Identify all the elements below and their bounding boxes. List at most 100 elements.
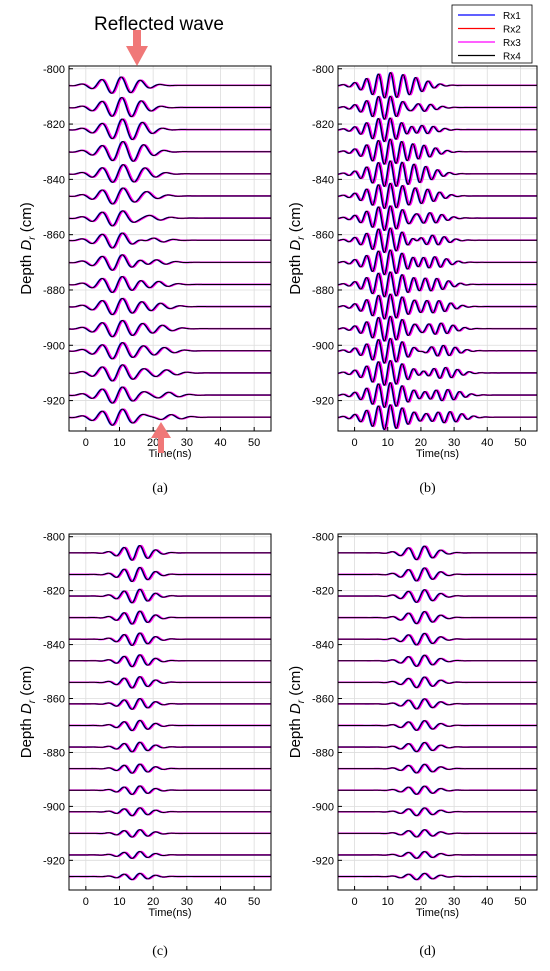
chart-panel-c: 0 10 20 30 40 50 -800 -820 -840 -860 -880 -900 -920 T… — [18, 532, 272, 959]
x-tick-label: 0 — [83, 437, 89, 449]
plot-area — [338, 534, 537, 890]
chart-panel-b: 0 10 20 30 40 50 -800 -820 -840 -860 -880 -900 -920 T… — [287, 64, 538, 496]
y-tick-label: -840 — [312, 174, 334, 186]
x-tick-label: 20 — [147, 896, 159, 908]
y-tick-label: -860 — [43, 230, 65, 242]
trace-line-rx4 — [338, 632, 537, 646]
trace-line-rx4 — [338, 545, 537, 561]
trace-line-rx4 — [69, 829, 271, 838]
legend-label: Rx4 — [503, 52, 521, 63]
x-tick-label: 0 — [352, 896, 358, 908]
x-tick-label: 10 — [113, 896, 125, 908]
trace-line-rx4 — [69, 164, 271, 183]
trace-line-rx4 — [338, 293, 537, 320]
ticks: 0 10 20 30 40 50 -800 -820 -840 -860 -880 -900 -920 — [43, 64, 260, 449]
y-tick-label: -840 — [312, 640, 334, 652]
trace-line-rx4 — [69, 632, 271, 646]
x-tick-label: 10 — [382, 437, 394, 449]
traces — [338, 545, 537, 881]
axes-frame — [337, 533, 538, 891]
trace-line-rx4 — [338, 872, 537, 881]
axes-frame — [68, 65, 272, 432]
y-tick-label: -920 — [43, 855, 65, 867]
trace-line-rx4 — [338, 404, 537, 431]
x-axis-label: Time(ns) — [149, 448, 192, 460]
x-axis-label: Time(ns) — [416, 907, 459, 919]
trace-line-rx4 — [69, 97, 271, 118]
y-tick-label: -900 — [43, 801, 65, 813]
trace-line-rx4 — [338, 249, 537, 276]
trace-line-rx4 — [338, 807, 537, 817]
trace-line-rx4 — [338, 359, 537, 386]
y-axis-label: Depth Dr (cm) — [18, 202, 38, 295]
trace-line-rx4 — [69, 785, 271, 795]
y-tick-label: -900 — [43, 340, 65, 352]
y-tick-label: -860 — [43, 694, 65, 706]
trace-line-rx4 — [338, 589, 537, 603]
annotation-label: Reflected wave — [94, 14, 224, 35]
trace-line-rx4 — [69, 297, 271, 316]
y-axis-label: Depth Dr (cm) — [287, 666, 307, 759]
trace-line-rx4 — [338, 742, 537, 753]
plot-area — [69, 66, 271, 431]
trace-line-rx4 — [69, 566, 271, 582]
chart-panel-d: 0 10 20 30 40 50 -800 -820 -840 -860 -880 -900 -920 T… — [287, 532, 538, 959]
trace-line-rx4 — [338, 382, 537, 409]
trace-line-rx4 — [338, 72, 537, 99]
x-tick-label: 20 — [147, 437, 159, 449]
trace-line-rx4 — [69, 210, 271, 227]
trace-line-rx4 — [69, 276, 271, 293]
trace-line-rx4 — [69, 719, 271, 732]
trace-line-rx4 — [69, 386, 271, 404]
panel-caption: (b) — [419, 481, 436, 496]
ticks: 0 10 20 30 40 50 -800 -820 -840 -860 -880 -900 -920 — [312, 64, 527, 449]
y-tick-label: -880 — [312, 285, 334, 297]
y-tick-label: -800 — [43, 64, 65, 76]
traces — [338, 71, 537, 431]
trace-line-rx4 — [69, 698, 271, 710]
x-tick-label: 40 — [481, 896, 493, 908]
trace-line-rx4 — [338, 160, 537, 188]
panel-caption: (d) — [419, 944, 436, 959]
x-tick-label: 40 — [214, 437, 226, 449]
trace-line-rx4 — [69, 741, 271, 753]
y-tick-label: -920 — [312, 855, 334, 867]
x-tick-label: 50 — [248, 437, 260, 449]
axes-frame — [337, 65, 538, 432]
trace-line-rx4 — [338, 654, 537, 667]
panel-caption: (a) — [152, 481, 168, 496]
y-tick-label: -880 — [312, 747, 334, 759]
trace-line-rx4 — [338, 138, 537, 165]
trace-line-rx4 — [338, 720, 537, 731]
y-tick-label: -920 — [312, 396, 334, 408]
trace-line-rx4 — [338, 205, 537, 232]
arrow-down-icon — [126, 30, 148, 66]
x-tick-label: 20 — [415, 896, 427, 908]
trace-line-rx4 — [69, 408, 271, 426]
y-axis-label: Depth Dr (cm) — [287, 202, 307, 295]
arrow-up-icon — [151, 422, 171, 453]
trace-line-rx4 — [338, 763, 537, 774]
trace-line-rx4 — [69, 807, 271, 817]
grid — [338, 534, 537, 890]
x-tick-label: 10 — [382, 896, 394, 908]
y-tick-label: -920 — [43, 396, 65, 408]
x-tick-label: 30 — [448, 896, 460, 908]
ticks: 0 10 20 30 40 50 -800 -820 -840 -860 -880 -900 -920 — [43, 532, 260, 908]
trace-line-rx4 — [69, 141, 271, 162]
trace-line-rx4 — [338, 698, 537, 710]
trace-line-rx4 — [338, 785, 537, 795]
x-tick-label: 20 — [415, 437, 427, 449]
y-axis-label: Depth Dr (cm) — [18, 666, 38, 759]
x-axis-label: Time(ns) — [416, 448, 459, 460]
x-tick-label: 0 — [83, 896, 89, 908]
trace-line-rx4 — [69, 364, 271, 382]
trace-line-rx4 — [69, 872, 271, 881]
trace-line-rx4 — [338, 315, 537, 342]
trace-line-rx4 — [69, 851, 271, 859]
x-tick-label: 40 — [481, 437, 493, 449]
y-tick-label: -860 — [312, 694, 334, 706]
x-tick-label: 50 — [514, 896, 526, 908]
y-tick-label: -880 — [43, 285, 65, 297]
